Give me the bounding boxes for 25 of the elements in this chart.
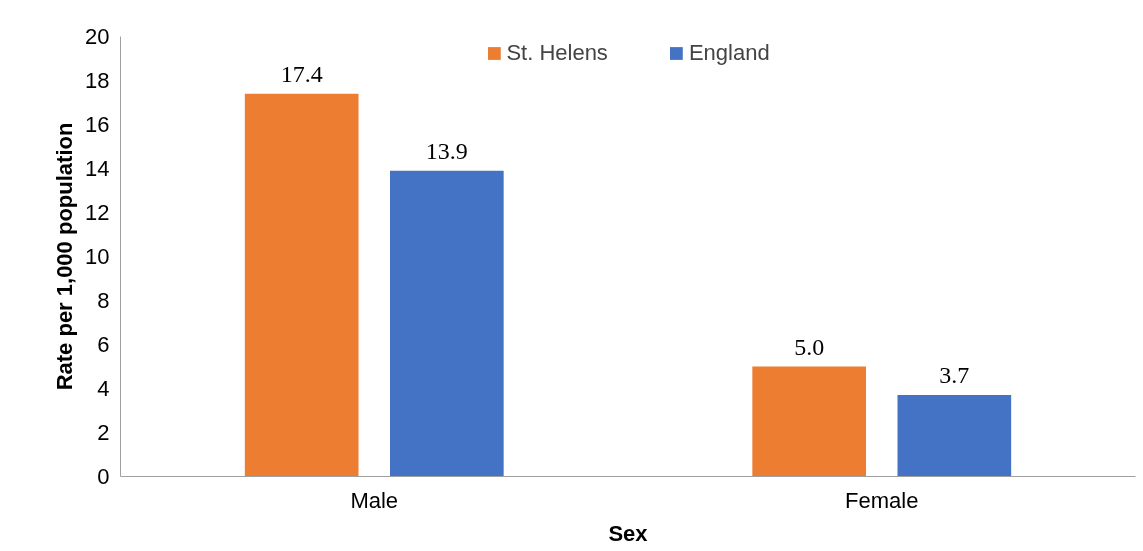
legend-label: St. Helens	[506, 40, 608, 66]
y-tick-label: 12	[85, 200, 110, 225]
bar	[752, 366, 867, 477]
y-tick-label: 18	[85, 68, 110, 93]
data-label: 13.9	[425, 137, 468, 164]
y-tick-label: 6	[97, 332, 110, 357]
x-axis-title: Sex	[608, 520, 649, 546]
data-label: 3.7	[939, 362, 970, 389]
y-axis-title: Rate per 1,000 population	[52, 122, 78, 391]
data-label: 5.0	[794, 333, 825, 360]
data-label: 17.4	[280, 60, 323, 87]
bar	[897, 395, 1012, 477]
y-tick-label: 2	[97, 420, 110, 445]
y-tick-label: 0	[97, 464, 110, 489]
y-tick-label: 16	[85, 112, 110, 137]
y-tick-label: 4	[97, 376, 110, 401]
bar	[389, 170, 504, 477]
y-tick-label: 8	[97, 288, 110, 313]
y-tick-label: 14	[85, 156, 110, 181]
x-tick-label: Male	[350, 487, 399, 513]
y-tick-label: 20	[85, 24, 110, 49]
legend-label: England	[688, 40, 770, 66]
y-tick-label: 10	[85, 244, 110, 269]
x-tick-label: Female	[845, 487, 919, 513]
bar	[244, 93, 359, 477]
